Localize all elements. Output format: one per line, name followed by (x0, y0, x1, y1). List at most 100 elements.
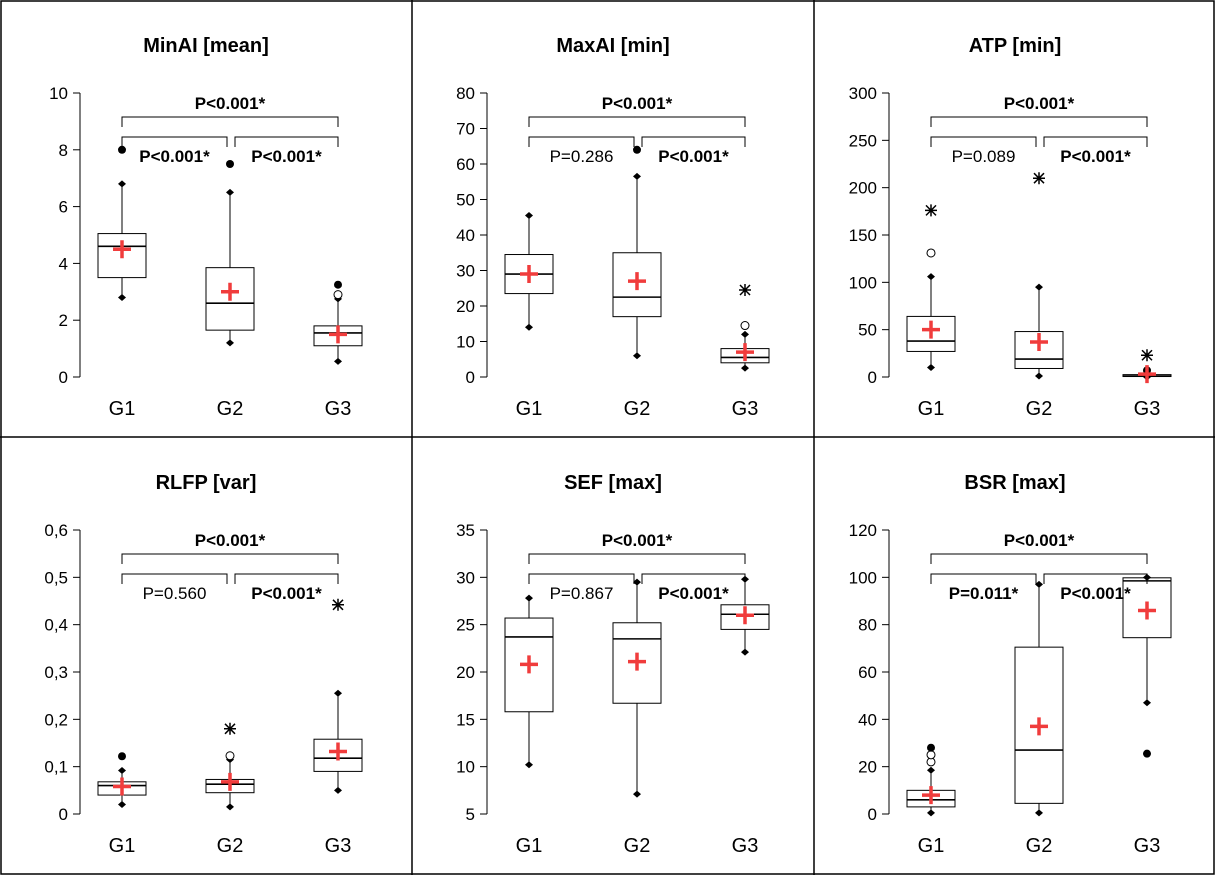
chart-title: ATP [min] (969, 35, 1062, 57)
whisker-end-marker (118, 801, 126, 809)
y-tick-label: 15 (456, 710, 475, 729)
p-value-label: P<0.001* (251, 147, 322, 166)
y-tick-label: 100 (849, 568, 877, 587)
significance-bracket (121, 136, 228, 147)
y-tick-label: 40 (456, 226, 475, 245)
mean-marker (221, 772, 239, 791)
mean-marker (1138, 601, 1156, 620)
x-category-label: G3 (732, 835, 759, 857)
outlier-point-open (225, 751, 235, 761)
whisker-end-marker (1143, 699, 1151, 707)
y-tick-label: 25 (456, 616, 475, 635)
significance-bracket (930, 553, 1148, 564)
mean-marker (329, 742, 347, 761)
whisker-end-marker (741, 648, 749, 656)
y-tick-label: 250 (849, 131, 877, 150)
whisker-end-marker (226, 188, 234, 196)
chart-title: MaxAI [min] (556, 35, 669, 57)
p-value-label: P<0.001* (1004, 531, 1075, 550)
p-value-label: P<0.001* (602, 94, 673, 113)
whisker-end-marker (927, 364, 935, 372)
y-tick-label: 20 (456, 297, 475, 316)
p-value-label: P=0.286 (550, 147, 614, 166)
p-value-label: P<0.001* (139, 147, 210, 166)
whisker-end-marker (1035, 809, 1043, 817)
significance-bracket (1043, 136, 1148, 147)
panel-minai: MinAI [mean] 0 2 4 6 8 10 G1 G2 G3 P<0.001* P<0.001… (0, 0, 412, 437)
mean-marker (329, 325, 347, 344)
x-category-label: G2 (624, 398, 651, 420)
mean-marker (1030, 717, 1048, 736)
y-tick-label: 120 (849, 521, 877, 540)
significance-bracket (528, 553, 746, 564)
whisker-end-marker (525, 323, 533, 331)
mean-marker (628, 272, 646, 291)
significance-bracket (121, 573, 228, 584)
x-category-label: G1 (109, 398, 136, 420)
p-value-label: P<0.001* (251, 584, 322, 603)
x-category-label: G3 (325, 835, 352, 857)
x-category-label: G1 (516, 835, 543, 857)
whisker-end-marker (226, 803, 234, 811)
panel-bsr: BSR [max] 0 20 40 60 80 100 120 G1 G2 G3 P<0.001* P=… (814, 437, 1215, 875)
chart-title: SEF [max] (564, 472, 662, 494)
outlier-point (118, 752, 126, 761)
x-category-label: G2 (1026, 398, 1053, 420)
x-category-label: G3 (732, 398, 759, 420)
outlier-point (334, 280, 342, 289)
whisker-end-marker (334, 357, 342, 365)
y-tick-label: 0,1 (44, 758, 68, 777)
significance-bracket (1043, 573, 1148, 584)
outlier-point-open (740, 321, 750, 331)
whisker-end-marker (334, 786, 342, 794)
y-tick-label: 50 (858, 321, 877, 340)
whisker-end-marker (633, 352, 641, 360)
p-value-label: P<0.001* (602, 531, 673, 550)
chart-title: MinAI [mean] (143, 35, 269, 57)
outlier-point (633, 145, 641, 154)
whisker-end-marker (741, 364, 749, 372)
whisker-end-marker (633, 578, 641, 586)
chart-title: RLFP [var] (156, 472, 257, 494)
y-tick-label: 0,4 (44, 616, 68, 635)
y-tick-label: 300 (849, 84, 877, 103)
whisker-end-marker (1035, 372, 1043, 380)
mean-marker (520, 265, 538, 284)
significance-bracket (121, 116, 339, 127)
outlier-point (226, 160, 234, 168)
extreme-outlier-star (1033, 172, 1045, 185)
x-category-label: G2 (624, 835, 651, 857)
extreme-outlier-star (332, 598, 344, 611)
significance-bracket (234, 573, 339, 584)
whisker-end-marker (118, 293, 126, 301)
y-tick-label: 40 (858, 710, 877, 729)
y-tick-label: 0 (466, 368, 475, 387)
p-value-label: P<0.001* (1060, 147, 1131, 166)
significance-bracket (121, 553, 339, 564)
x-category-label: G2 (217, 835, 244, 857)
whisker-end-marker (633, 790, 641, 798)
whisker-end-marker (118, 766, 126, 774)
p-value-label: P<0.001* (1060, 584, 1131, 603)
significance-bracket (930, 573, 1037, 584)
p-value-label: P=0.560 (143, 584, 207, 603)
outlier-point (927, 743, 935, 752)
y-tick-label: 10 (456, 333, 475, 352)
x-category-label: G2 (1026, 835, 1053, 857)
p-value-label: P<0.001* (658, 584, 729, 603)
y-tick-label: 80 (456, 84, 475, 103)
y-tick-label: 150 (849, 226, 877, 245)
x-category-label: G3 (1134, 398, 1161, 420)
y-tick-label: 200 (849, 179, 877, 198)
x-category-label: G2 (217, 398, 244, 420)
whisker-end-marker (525, 594, 533, 602)
mean-marker (113, 777, 131, 796)
whisker-end-marker (525, 761, 533, 769)
y-tick-label: 20 (456, 663, 475, 682)
significance-bracket (930, 136, 1037, 147)
significance-bracket (528, 136, 635, 147)
p-value-label: P<0.001* (658, 147, 729, 166)
panel-sef: SEF [max] 5 10 15 20 25 30 35 G1 G2 G3 P<0.001* P=0.… (412, 437, 814, 875)
y-tick-label: 0 (59, 805, 68, 824)
